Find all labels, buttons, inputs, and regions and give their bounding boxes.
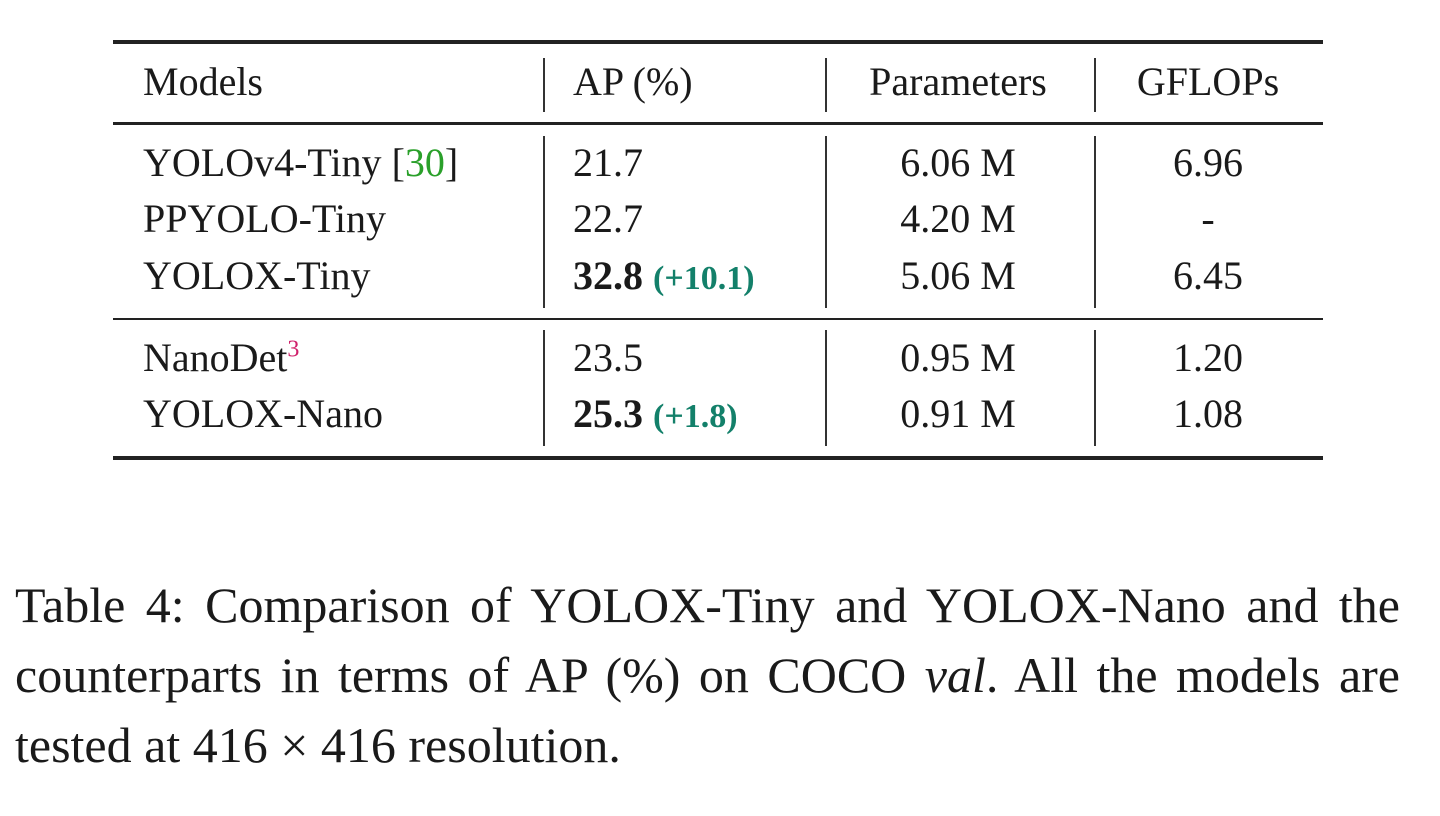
ap-gain: (+10.1) bbox=[653, 260, 755, 297]
ap-cell: 23.5 bbox=[573, 334, 643, 382]
gflops-cell: 1.20 bbox=[1173, 335, 1243, 380]
ap-value: 21.7 bbox=[573, 140, 643, 185]
ap-value: 22.7 bbox=[573, 196, 643, 241]
column-divider bbox=[543, 330, 545, 446]
model-cell: NanoDet3 bbox=[143, 334, 299, 382]
params-cell: 6.06 M bbox=[900, 140, 1016, 185]
column-divider bbox=[825, 330, 827, 446]
bottom-rule bbox=[113, 456, 1323, 460]
gflops-cell: 1.08 bbox=[1173, 391, 1243, 436]
cite-bracket: ] bbox=[444, 140, 459, 185]
gflops-cell: 6.96 bbox=[1173, 140, 1243, 185]
header-cell: Models bbox=[143, 59, 263, 104]
params-cell: 0.91 M bbox=[900, 391, 1016, 436]
params-cell: 0.95 M bbox=[900, 335, 1016, 380]
column-divider bbox=[1094, 136, 1096, 308]
cite-bracket: [ bbox=[391, 140, 405, 185]
header-cell: AP (%) bbox=[573, 59, 693, 104]
gflops-cell: - bbox=[1201, 196, 1215, 241]
model-name: PPYOLO-Tiny bbox=[143, 196, 387, 241]
column-divider bbox=[825, 136, 827, 308]
table-caption: Table 4: Comparison of YOLOX-Tiny and YO… bbox=[15, 570, 1400, 780]
ap-cell: 22.7 bbox=[573, 195, 643, 243]
model-cell: PPYOLO-Tiny bbox=[143, 195, 386, 243]
gflops-cell: 6.45 bbox=[1173, 253, 1243, 298]
model-cell: YOLOX-Nano bbox=[143, 390, 383, 438]
header-rule bbox=[113, 122, 1323, 125]
caption-italic: val bbox=[924, 647, 986, 703]
column-divider bbox=[1094, 330, 1096, 446]
ap-value: 25.3 bbox=[573, 391, 643, 436]
model-name: NanoDet bbox=[143, 335, 288, 380]
group-rule bbox=[113, 318, 1323, 320]
model-name: YOLOX-Tiny bbox=[143, 253, 371, 298]
model-cell: YOLOX-Tiny bbox=[143, 252, 370, 300]
ap-cell: 32.8 (+10.1) bbox=[573, 252, 755, 303]
ap-cell: 21.7 bbox=[573, 139, 643, 187]
citation: 30 bbox=[404, 140, 445, 185]
column-divider bbox=[825, 58, 827, 112]
column-divider bbox=[543, 136, 545, 308]
model-name: YOLOv4-Tiny bbox=[143, 140, 382, 185]
header-cell: Parameters bbox=[869, 59, 1047, 104]
caption-text: Table 4: Comparison of YOLOX-Tiny and YO… bbox=[15, 577, 1400, 703]
column-divider bbox=[543, 58, 545, 112]
model-name: YOLOX-Nano bbox=[143, 391, 383, 436]
ap-value: 32.8 bbox=[573, 253, 643, 298]
top-rule bbox=[113, 40, 1323, 44]
model-cell: YOLOv4-Tiny [30] bbox=[143, 139, 458, 187]
ap-cell: 25.3 (+1.8) bbox=[573, 390, 738, 441]
ap-value: 23.5 bbox=[573, 335, 643, 380]
params-cell: 5.06 M bbox=[900, 253, 1016, 298]
caption-text: . All the models are tested at 416 × 416… bbox=[15, 647, 1400, 773]
header-cell: GFLOPs bbox=[1136, 59, 1280, 104]
ap-gain: (+1.8) bbox=[653, 398, 738, 435]
column-divider bbox=[1094, 58, 1096, 112]
params-cell: 4.20 M bbox=[900, 196, 1016, 241]
footnote-mark: 3 bbox=[287, 336, 300, 363]
